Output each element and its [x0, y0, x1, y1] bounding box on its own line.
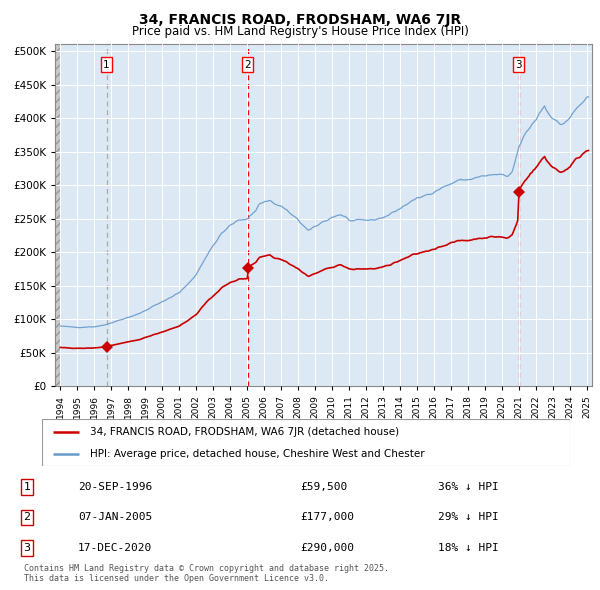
- Text: 1: 1: [103, 60, 110, 70]
- Text: 3: 3: [23, 543, 31, 553]
- Text: 3: 3: [515, 60, 522, 70]
- Text: 07-JAN-2005: 07-JAN-2005: [78, 513, 152, 522]
- Text: 34, FRANCIS ROAD, FRODSHAM, WA6 7JR: 34, FRANCIS ROAD, FRODSHAM, WA6 7JR: [139, 13, 461, 27]
- Text: 34, FRANCIS ROAD, FRODSHAM, WA6 7JR (detached house): 34, FRANCIS ROAD, FRODSHAM, WA6 7JR (det…: [89, 427, 398, 437]
- Text: 29% ↓ HPI: 29% ↓ HPI: [438, 513, 499, 522]
- Text: 2: 2: [244, 60, 251, 70]
- Text: 36% ↓ HPI: 36% ↓ HPI: [438, 482, 499, 491]
- Text: £290,000: £290,000: [300, 543, 354, 553]
- Text: Price paid vs. HM Land Registry's House Price Index (HPI): Price paid vs. HM Land Registry's House …: [131, 25, 469, 38]
- Text: Contains HM Land Registry data © Crown copyright and database right 2025.
This d: Contains HM Land Registry data © Crown c…: [24, 563, 389, 583]
- Text: 1: 1: [23, 482, 31, 491]
- Text: £177,000: £177,000: [300, 513, 354, 522]
- Text: 17-DEC-2020: 17-DEC-2020: [78, 543, 152, 553]
- Text: £59,500: £59,500: [300, 482, 347, 491]
- Text: 2: 2: [23, 513, 31, 522]
- Text: 18% ↓ HPI: 18% ↓ HPI: [438, 543, 499, 553]
- Text: 20-SEP-1996: 20-SEP-1996: [78, 482, 152, 491]
- Text: HPI: Average price, detached house, Cheshire West and Chester: HPI: Average price, detached house, Ches…: [89, 450, 424, 459]
